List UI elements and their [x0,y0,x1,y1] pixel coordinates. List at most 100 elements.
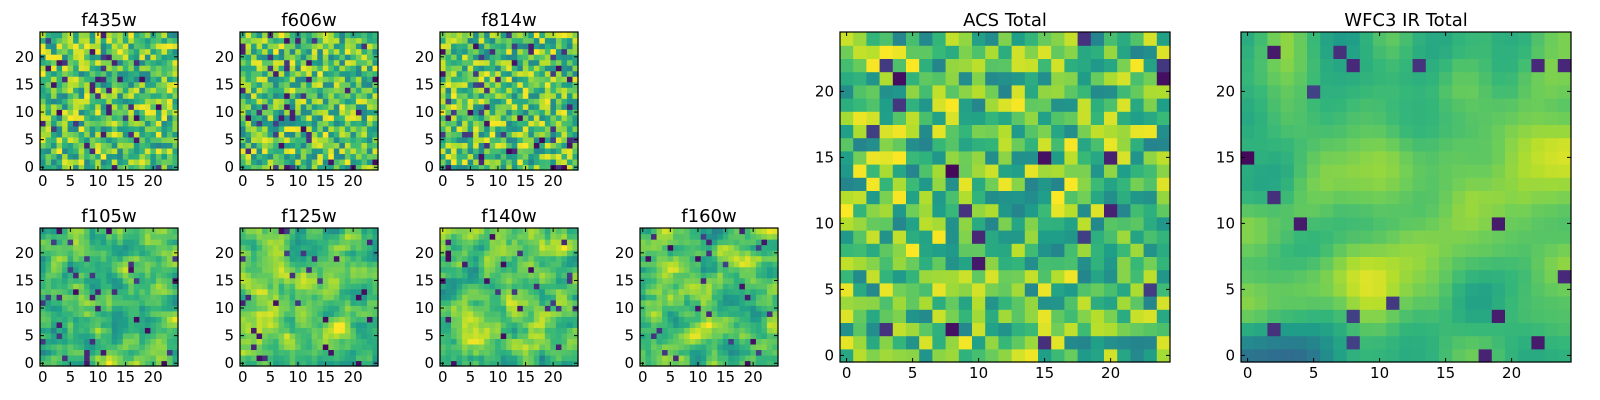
heatmap-cell [489,327,496,334]
heatmap-cell [361,343,368,351]
heatmap-cell [456,32,463,39]
heatmap-cell [306,272,313,279]
heatmap-cell [517,54,524,61]
heatmap-cell [528,43,535,50]
heatmap-cell [372,327,379,334]
heatmap-cell [106,65,113,72]
heatmap-cell [506,332,513,339]
heatmap-cell [67,87,74,94]
heatmap-cell [445,87,452,94]
heatmap-cell [73,343,80,351]
heatmap-cell [366,299,374,306]
heatmap-cell [95,288,102,295]
heatmap-cell [544,266,551,273]
heatmap-cell [300,37,307,44]
heatmap-cell [56,343,63,351]
heatmap-cell [278,147,285,155]
heatmap-cell [300,255,307,262]
heatmap-cell [350,131,357,138]
x-tick-label: 15 [316,368,335,386]
heatmap-cell [700,228,707,235]
heatmap-cell [150,136,157,143]
heatmap-cell [684,272,691,279]
heatmap-cell [256,87,263,94]
heatmap-cell [522,250,529,257]
heatmap-cell [95,136,102,143]
heatmap-cells [440,32,579,171]
heatmap-cell [172,147,179,155]
heatmap-cell [445,120,452,127]
heatmap-cell [106,120,113,127]
heatmap-cell [328,266,335,273]
heatmap-cell [451,120,458,127]
heatmap-cell [673,239,680,246]
heatmap-cell [355,147,363,155]
heatmap-cell [262,272,269,279]
heatmap-cell [722,288,729,295]
heatmap-cell [728,343,735,351]
heatmap-cell [739,310,746,317]
heatmap-cell [100,65,107,72]
y-tick-label: 5 [424,131,434,149]
heatmap-cell [256,349,263,356]
heatmap-cell [267,244,274,251]
heatmap-cell [289,98,296,105]
heatmap-cell [311,48,318,55]
heatmap-cell [678,283,685,290]
heatmap-cell [550,261,557,268]
heatmap-cell [495,338,502,345]
heatmap-cell [45,310,52,317]
heatmap-cell [295,65,302,72]
heatmap-cell [117,153,124,160]
heatmap-cell [544,136,551,143]
heatmap-cell [1011,282,1026,297]
heatmap-cell [62,136,69,143]
heatmap-cell [300,338,307,345]
heatmap-cell [300,321,307,328]
heatmap-cell [122,305,129,312]
heatmap-cell [139,250,146,257]
heatmap-cell [78,266,85,273]
heatmap-cell [40,261,47,268]
heatmap-cell [662,272,669,279]
heatmap-cell [284,277,291,284]
heatmap-cell [139,32,146,39]
heatmap-cell [473,125,480,132]
heatmap-cell [539,103,546,110]
heatmap-cell [273,142,280,149]
heatmap-cell [451,277,458,284]
heatmap-cell [56,261,63,268]
heatmap-cell [706,283,713,290]
heatmap-cell [295,103,302,110]
heatmap-cell [372,59,379,66]
heatmap-cell [478,54,485,61]
heatmap-cell [500,272,507,279]
heatmap-cell [495,103,502,110]
heatmap-cell [853,269,867,284]
heatmap-cell [662,332,669,339]
heatmap-cell [51,120,58,127]
heatmap-cell [251,250,258,257]
heatmap-cell [555,299,563,306]
heatmap-cell [772,310,779,317]
heatmap-cell [322,343,329,351]
heatmap-cell [144,360,151,367]
heatmap-cell [522,109,529,116]
heatmap-cell [273,125,280,132]
heatmap-cell [355,120,363,127]
heatmap-cell [256,294,263,301]
heatmap-cell [544,147,551,155]
heatmap-cell [284,164,291,171]
axes-frame [39,31,179,171]
heatmap-cell [744,349,751,356]
heatmap-cell [700,305,707,312]
heatmap-cell [273,332,280,339]
heatmap-cell [56,158,63,166]
heatmap-cell [361,136,368,143]
heatmap-cell [517,228,524,235]
heatmap-cell [366,266,374,273]
heatmap-cell [128,98,135,105]
heatmap-cell [122,310,129,317]
heatmap-cell [128,32,135,39]
heatmap-cell [284,349,291,356]
